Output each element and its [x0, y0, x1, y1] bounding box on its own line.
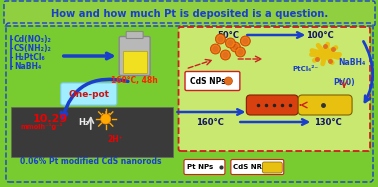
FancyBboxPatch shape: [178, 27, 370, 151]
Text: 10.29: 10.29: [33, 114, 68, 124]
Text: H₂: H₂: [79, 117, 89, 126]
FancyBboxPatch shape: [119, 36, 150, 76]
FancyBboxPatch shape: [231, 160, 284, 174]
Text: CS(NH₂)₂: CS(NH₂)₂: [14, 44, 52, 53]
Circle shape: [240, 36, 250, 46]
Text: NaBH₄: NaBH₄: [338, 57, 366, 67]
FancyBboxPatch shape: [126, 31, 143, 39]
Circle shape: [101, 114, 111, 124]
Circle shape: [211, 44, 220, 54]
Text: Cd(NO₃)₂: Cd(NO₃)₂: [14, 34, 52, 44]
Text: 100°C: 100°C: [306, 30, 334, 39]
FancyBboxPatch shape: [185, 71, 240, 91]
Text: Pt NPs: Pt NPs: [187, 164, 214, 170]
FancyBboxPatch shape: [61, 83, 117, 105]
Text: PtCl₆²⁻: PtCl₆²⁻: [292, 66, 318, 72]
Text: 160°C: 160°C: [197, 117, 225, 126]
Text: NaBH₄: NaBH₄: [14, 62, 41, 70]
FancyBboxPatch shape: [262, 162, 282, 173]
Text: H₂PtCl₆: H₂PtCl₆: [14, 53, 45, 62]
FancyBboxPatch shape: [298, 95, 352, 115]
Circle shape: [220, 50, 231, 60]
Circle shape: [231, 42, 240, 52]
FancyBboxPatch shape: [4, 1, 375, 26]
Circle shape: [235, 47, 245, 57]
Circle shape: [215, 34, 225, 44]
Text: 0.06% Pt modified CdS nanorods: 0.06% Pt modified CdS nanorods: [20, 157, 161, 166]
Text: 50°C: 50°C: [217, 30, 239, 39]
Circle shape: [225, 77, 232, 85]
Circle shape: [225, 38, 235, 48]
Bar: [123, 51, 147, 73]
Text: mmolh⁻¹g⁻¹: mmolh⁻¹g⁻¹: [21, 123, 64, 131]
Text: 2H⁺: 2H⁺: [108, 136, 124, 145]
FancyBboxPatch shape: [246, 95, 298, 115]
Text: CdS NPs: CdS NPs: [190, 76, 225, 85]
Text: How and how much Pt is deposited is a question.: How and how much Pt is deposited is a qu…: [51, 8, 328, 19]
Text: 130°C: 130°C: [314, 117, 342, 126]
Text: 160°C, 48h: 160°C, 48h: [111, 76, 158, 85]
Text: *: *: [101, 110, 111, 128]
Text: CdS NRs: CdS NRs: [233, 164, 266, 170]
Text: Pt(0): Pt(0): [333, 77, 355, 87]
Bar: [11, 107, 172, 157]
FancyBboxPatch shape: [184, 160, 225, 174]
Text: One-pot: One-pot: [68, 90, 109, 99]
